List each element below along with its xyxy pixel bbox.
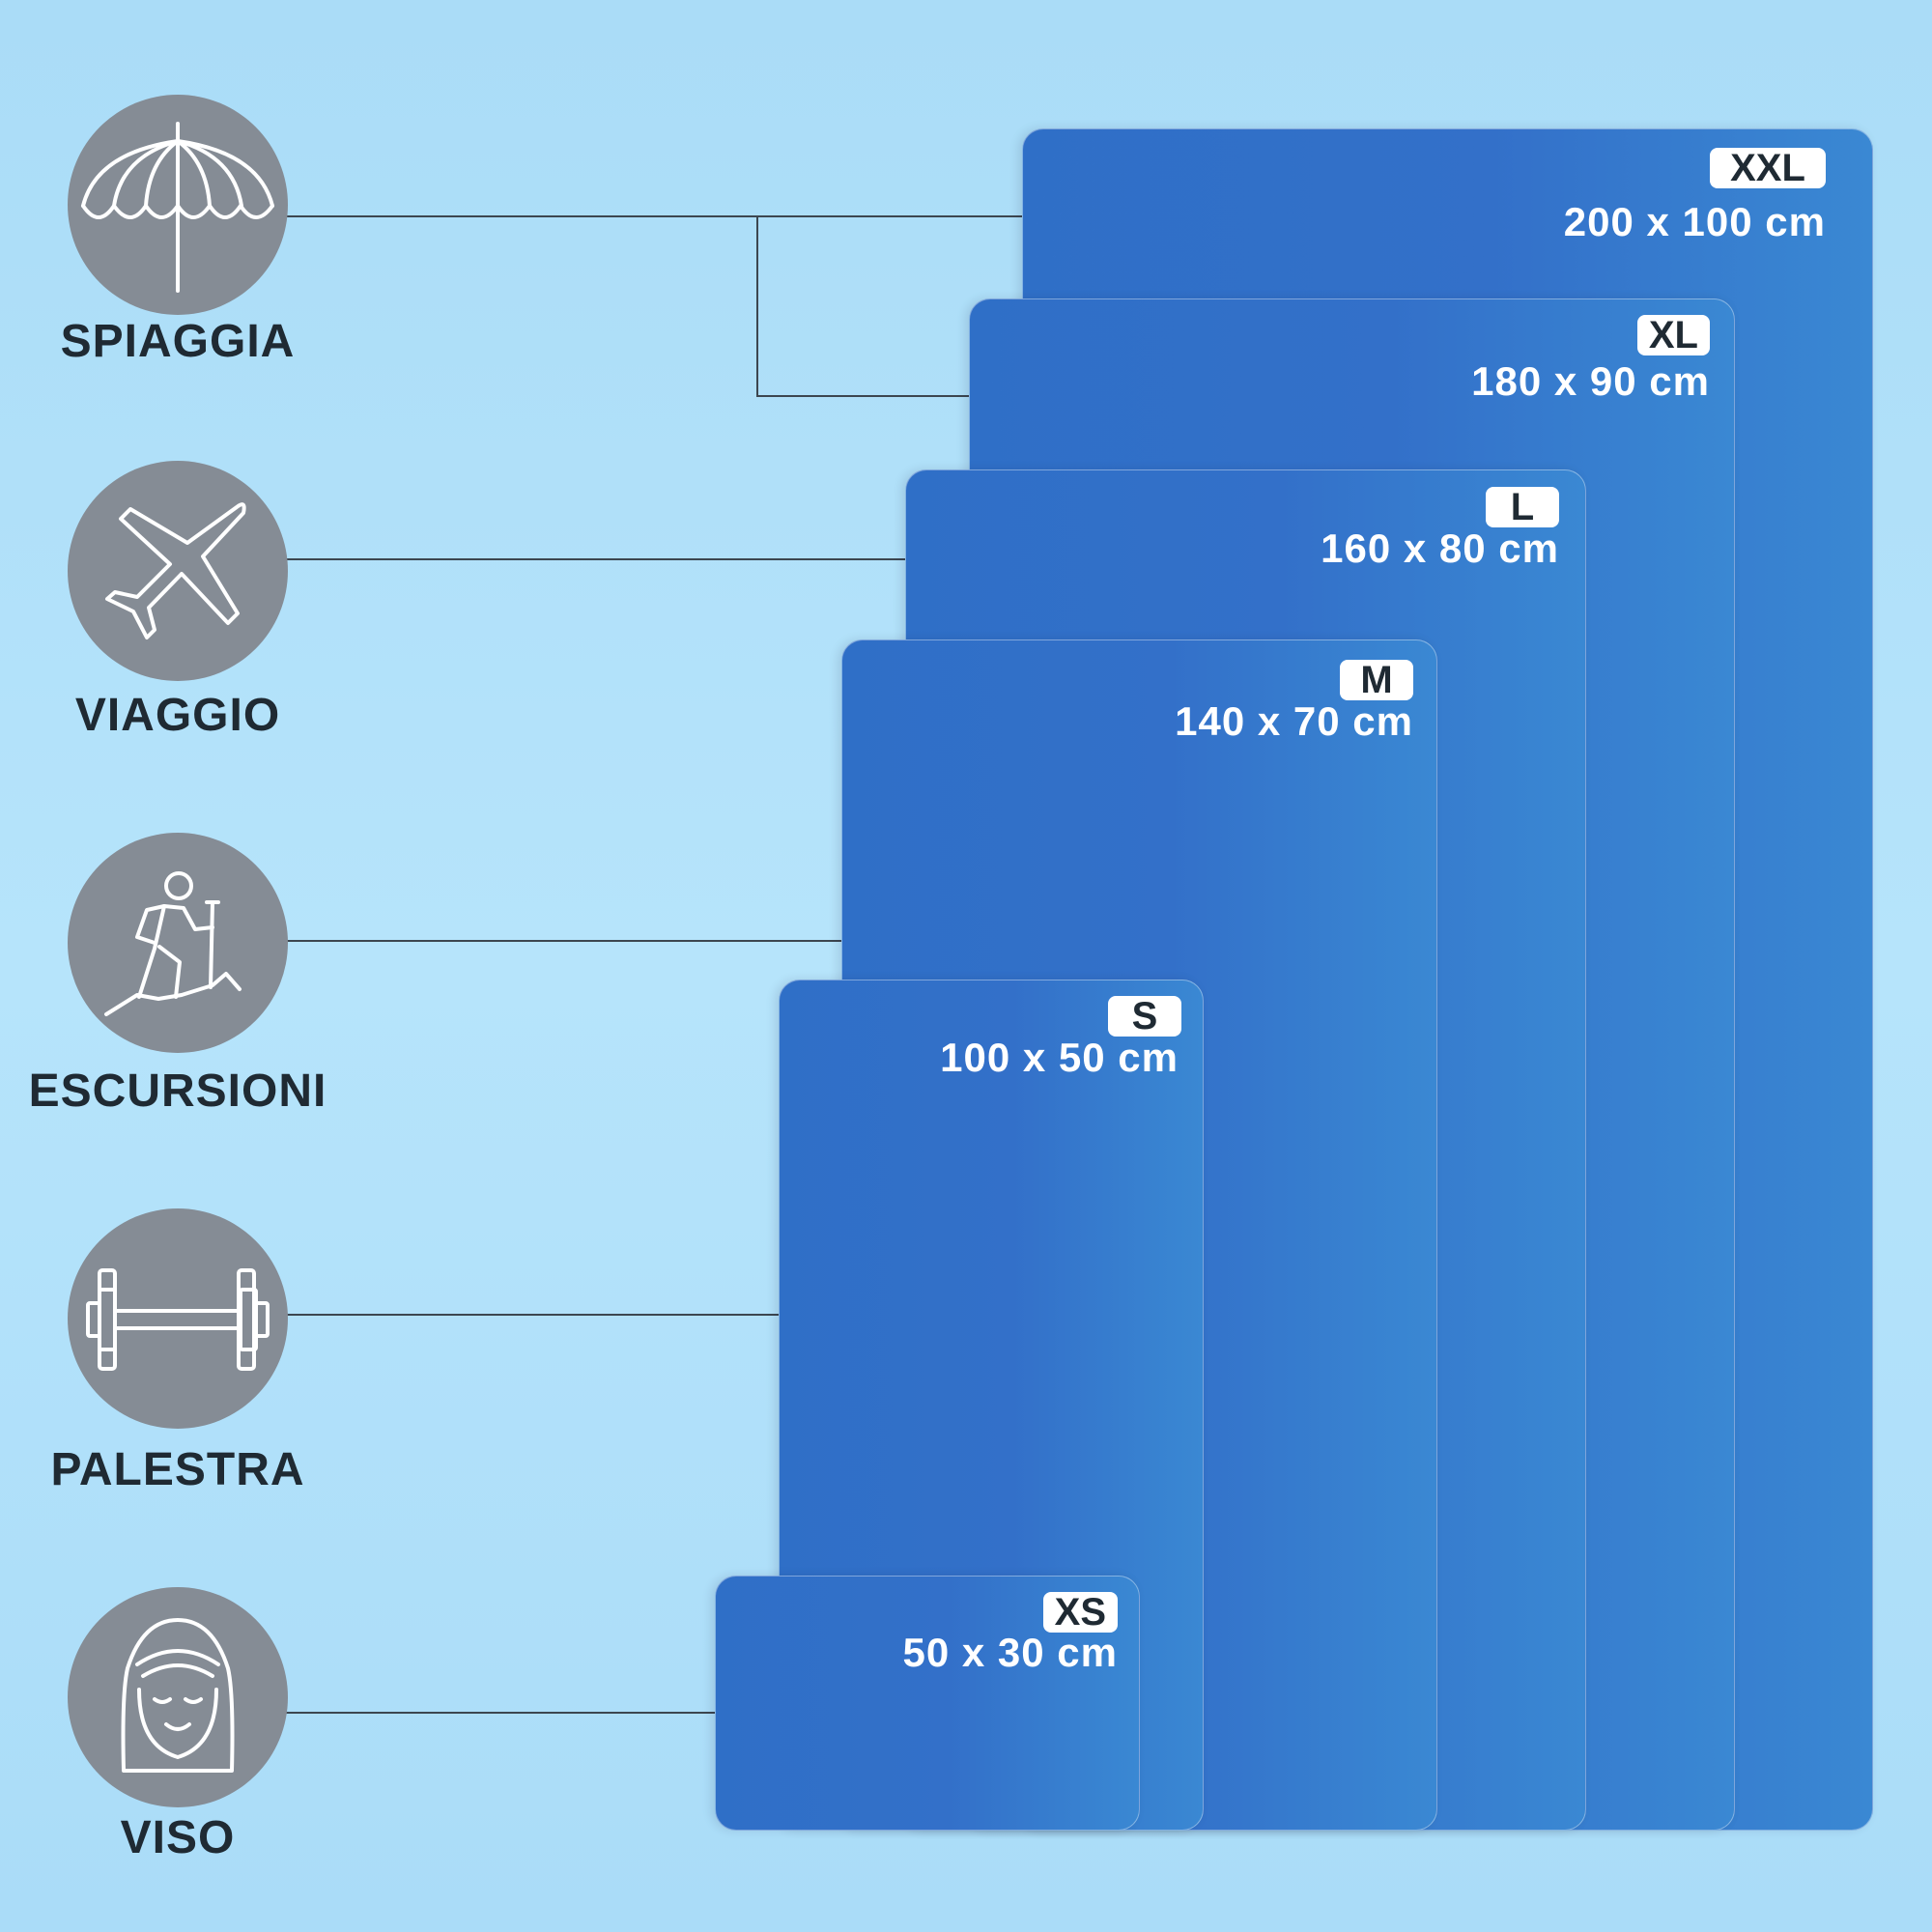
dimension-label-xs: 50 x 30 cm [902,1630,1118,1675]
hiker-icon [68,833,288,1053]
dimension-label-s: 100 x 50 cm [940,1035,1179,1080]
dimension-label-xl: 180 x 90 cm [1471,358,1710,404]
category-label-palestra: PALESTRA [50,1444,305,1495]
airplane-icon [68,461,288,681]
face-icon [68,1587,288,1807]
dimension-label-l: 160 x 80 cm [1321,526,1559,571]
size-badge-xxl: XXL [1710,148,1826,188]
dimension-label-m: 140 x 70 cm [1175,698,1413,744]
category-label-viaggio: VIAGGIO [74,690,281,741]
towel-xs: XS 50 x 30 cm [715,1576,1140,1831]
size-badge-s: S [1108,996,1181,1037]
size-badge-xl: XL [1636,315,1710,355]
dumbbell-icon [68,1208,288,1429]
size-badge-l: L [1486,487,1559,527]
size-badge-xs: XS [1042,1592,1118,1633]
category-label-spiaggia: SPIAGGIA [60,316,296,367]
category-label-viso: VISO [120,1812,236,1863]
beach-umbrella-icon [68,95,288,315]
connector-spiaggia-xl [756,216,969,397]
size-badge-m: M [1340,660,1413,700]
category-label-escursioni: ESCURSIONI [28,1065,327,1117]
dimension-label-xxl: 200 x 100 cm [1563,199,1826,244]
